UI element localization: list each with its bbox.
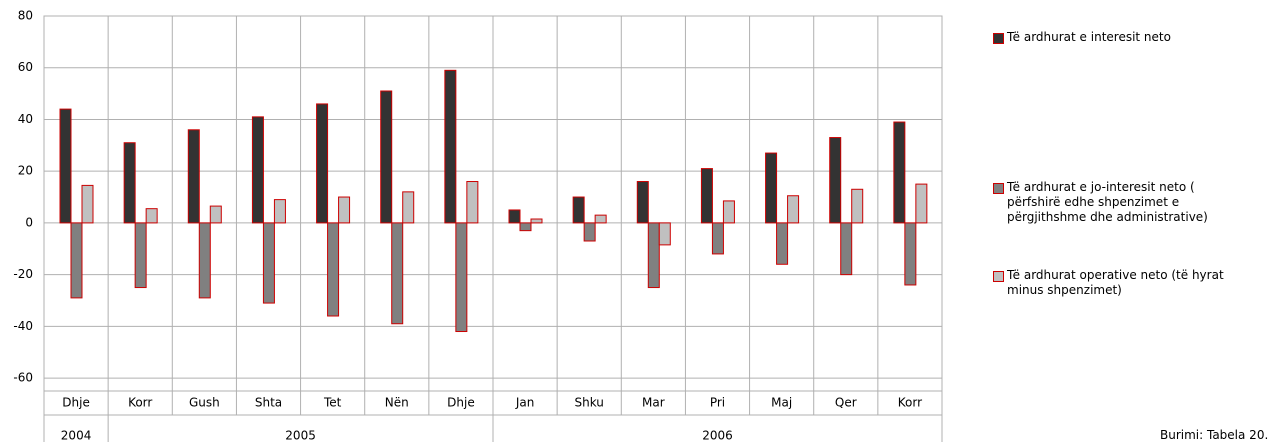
y-tick-label: 20 <box>18 164 33 178</box>
legend-swatch <box>993 271 1004 282</box>
year-label: 2005 <box>285 429 316 442</box>
bar <box>338 196 351 224</box>
x-tick-label: Gush <box>189 396 220 410</box>
bar <box>658 222 671 246</box>
y-tick-label: 0 <box>25 215 33 229</box>
x-tick-label: Pri <box>710 396 725 410</box>
x-tick-label: Qer <box>835 396 857 410</box>
bar <box>251 116 264 224</box>
bar <box>145 208 158 224</box>
bar <box>466 181 479 224</box>
x-tick-label: Dhje <box>447 396 475 410</box>
x-tick-label: Korr <box>898 396 922 410</box>
bar <box>402 191 415 224</box>
bar <box>508 209 521 224</box>
y-tick-label: 80 <box>18 9 33 23</box>
bar <box>776 222 789 265</box>
legend-entry: Të ardhurat e jo-interesit neto ( përfsh… <box>993 180 1268 225</box>
legend-entry: Të ardhurat e interesit neto <box>993 30 1268 45</box>
legend-label: Të ardhurat operative neto (të hyrat min… <box>1007 268 1224 297</box>
x-tick-label: Shta <box>255 396 282 410</box>
bar <box>316 103 329 224</box>
year-label: 2004 <box>61 429 92 442</box>
legend-swatch <box>993 183 1004 194</box>
x-tick-label: Shku <box>575 396 604 410</box>
y-tick-label: 60 <box>18 60 33 74</box>
bar <box>519 222 532 232</box>
bar <box>594 214 607 224</box>
y-tick-label: -40 <box>13 319 33 333</box>
chart: -60 -40 -20 0 20 40 60 80 2004 2005 2006 Dhje Korr Gu… <box>13 9 943 442</box>
bar <box>915 183 928 224</box>
bar <box>572 196 585 224</box>
y-tick-label: 40 <box>18 112 33 126</box>
bar <box>700 168 713 224</box>
x-tick-label: Korr <box>128 396 152 410</box>
bar <box>273 199 286 224</box>
bar <box>829 137 842 224</box>
x-tick-label: Tet <box>323 396 342 410</box>
bar <box>840 222 853 276</box>
bar <box>198 222 211 299</box>
bar <box>787 195 800 224</box>
bar <box>327 222 340 317</box>
x-tick-label: Jan <box>515 396 535 410</box>
bar <box>444 69 457 224</box>
bar <box>187 129 200 224</box>
source: Burimi: Tabela 20. <box>1160 428 1269 442</box>
year-label: 2006 <box>702 429 733 442</box>
bar <box>636 181 649 224</box>
bar <box>583 222 596 242</box>
x-tick-label: Maj <box>771 396 792 410</box>
legend-label: Të ardhurat e interesit neto <box>1007 30 1171 44</box>
bar <box>391 222 404 325</box>
bar <box>209 205 222 224</box>
legend-swatch <box>993 33 1004 44</box>
bar <box>81 184 94 224</box>
bar <box>134 222 147 289</box>
bar <box>455 222 468 333</box>
bar <box>722 200 735 224</box>
y-tick-label: -20 <box>13 267 33 281</box>
x-tick-label: Mar <box>642 396 665 410</box>
legend-entry: Të ardhurat operative neto (të hyrat min… <box>993 268 1268 298</box>
y-tick-label: -60 <box>13 371 33 385</box>
x-tick-label: Dhje <box>62 396 90 410</box>
bar <box>59 108 72 224</box>
bar <box>123 142 136 224</box>
bar <box>380 90 393 224</box>
x-tick-label: Nën <box>385 396 409 410</box>
bar <box>262 222 275 304</box>
bar <box>904 222 917 286</box>
bar <box>647 222 660 289</box>
bar <box>530 218 543 224</box>
bar <box>851 188 864 224</box>
bar <box>765 152 778 224</box>
bar <box>70 222 83 299</box>
bar <box>893 121 906 224</box>
bar <box>711 222 724 255</box>
legend-label: Të ardhurat e jo-interesit neto ( përfsh… <box>1007 180 1208 224</box>
